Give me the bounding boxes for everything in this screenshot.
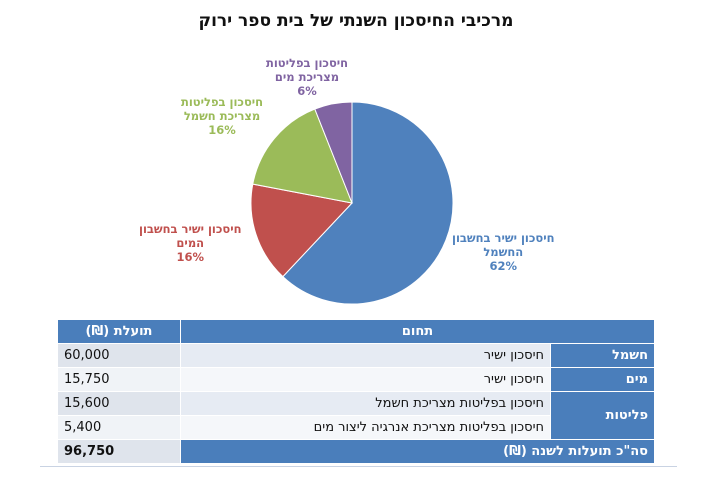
row-category: חשמל [550, 343, 656, 368]
row-benefit: 15,600 [57, 391, 181, 416]
row-category: מים [550, 367, 656, 392]
pie-slice-water [250, 183, 353, 278]
slice-label-water: חיסכון ישיר בחשבון המים 16% [139, 222, 241, 264]
slice-label-line: מצריכת חשמל [183, 109, 261, 123]
row-benefit: 60,000 [57, 343, 181, 368]
slice-label-line: חיסכון בפליטות [266, 56, 349, 70]
row-description: חיסכון ישיר [179, 367, 552, 392]
header-domain: תחום [179, 319, 656, 344]
header-benefit: תועלת (₪) [57, 319, 181, 344]
row-description: חיסכון בפליטות מצריכת אנרגיה ליצור מים [179, 415, 552, 440]
slice-percent: 16% [176, 250, 204, 264]
table-header-row: תחום תועלת (₪) [57, 319, 656, 344]
row-description: חיסכון בפליטות מצריכת חשמל [179, 391, 552, 416]
slice-label-water-emissions: חיסכון בפליטות מצריכת מים 6% [266, 56, 348, 98]
slice-percent: 16% [208, 123, 236, 137]
total-label: סה"כ תועלות לשנה (₪) [179, 439, 656, 464]
row-category: פליטות [550, 391, 656, 440]
chart-title: מרכיבי החיסכון השנתי של בית ספר ירוק [198, 11, 514, 31]
row-benefit: 15,750 [57, 367, 181, 392]
slice-label-electricity-emissions: חיסכון בפליטות מצריכת חשמל 16% [181, 95, 263, 137]
table-row: חשמל חיסכון ישיר 60,000 [57, 343, 656, 368]
slice-label-line: חיסכון ישיר בחשבון [452, 231, 555, 245]
slice-label-line: מצריכת מים [274, 70, 340, 84]
table-row: מים חיסכון ישיר 15,750 [57, 367, 656, 392]
slice-percent: 62% [489, 259, 517, 273]
table-total-row: סה"כ תועלות לשנה (₪) 96,750 [57, 439, 656, 464]
savings-table: תחום תועלת (₪) חשמל חיסכון ישיר 60,000 מ… [57, 319, 656, 464]
slice-percent: 6% [297, 84, 317, 98]
row-benefit: 5,400 [57, 415, 181, 440]
total-value: 96,750 [57, 439, 181, 464]
slice-label-line: חיסכון ישיר בחשבון [139, 222, 242, 236]
pie-slice-water-emissions [314, 101, 353, 204]
pie-chart [250, 101, 454, 305]
bottom-divider [40, 466, 677, 467]
slice-label-line: חיסכון בפליטות [181, 95, 264, 109]
row-description: חיסכון ישיר [179, 343, 552, 368]
slice-label-electricity: חיסכון ישיר בחשבון החשמל 62% [452, 231, 554, 273]
pie-slice-electricity-emissions [252, 108, 353, 204]
table-row: פליטות חיסכון בפליטות מצריכת חשמל 15,600 [57, 391, 656, 440]
slice-label-line: המים [176, 236, 205, 250]
slice-label-line: החשמל [483, 245, 524, 259]
table-row: חיסכון בפליטות מצריכת אנרגיה ליצור מים 5… [57, 415, 655, 440]
pie-slice-electricity [282, 101, 454, 305]
